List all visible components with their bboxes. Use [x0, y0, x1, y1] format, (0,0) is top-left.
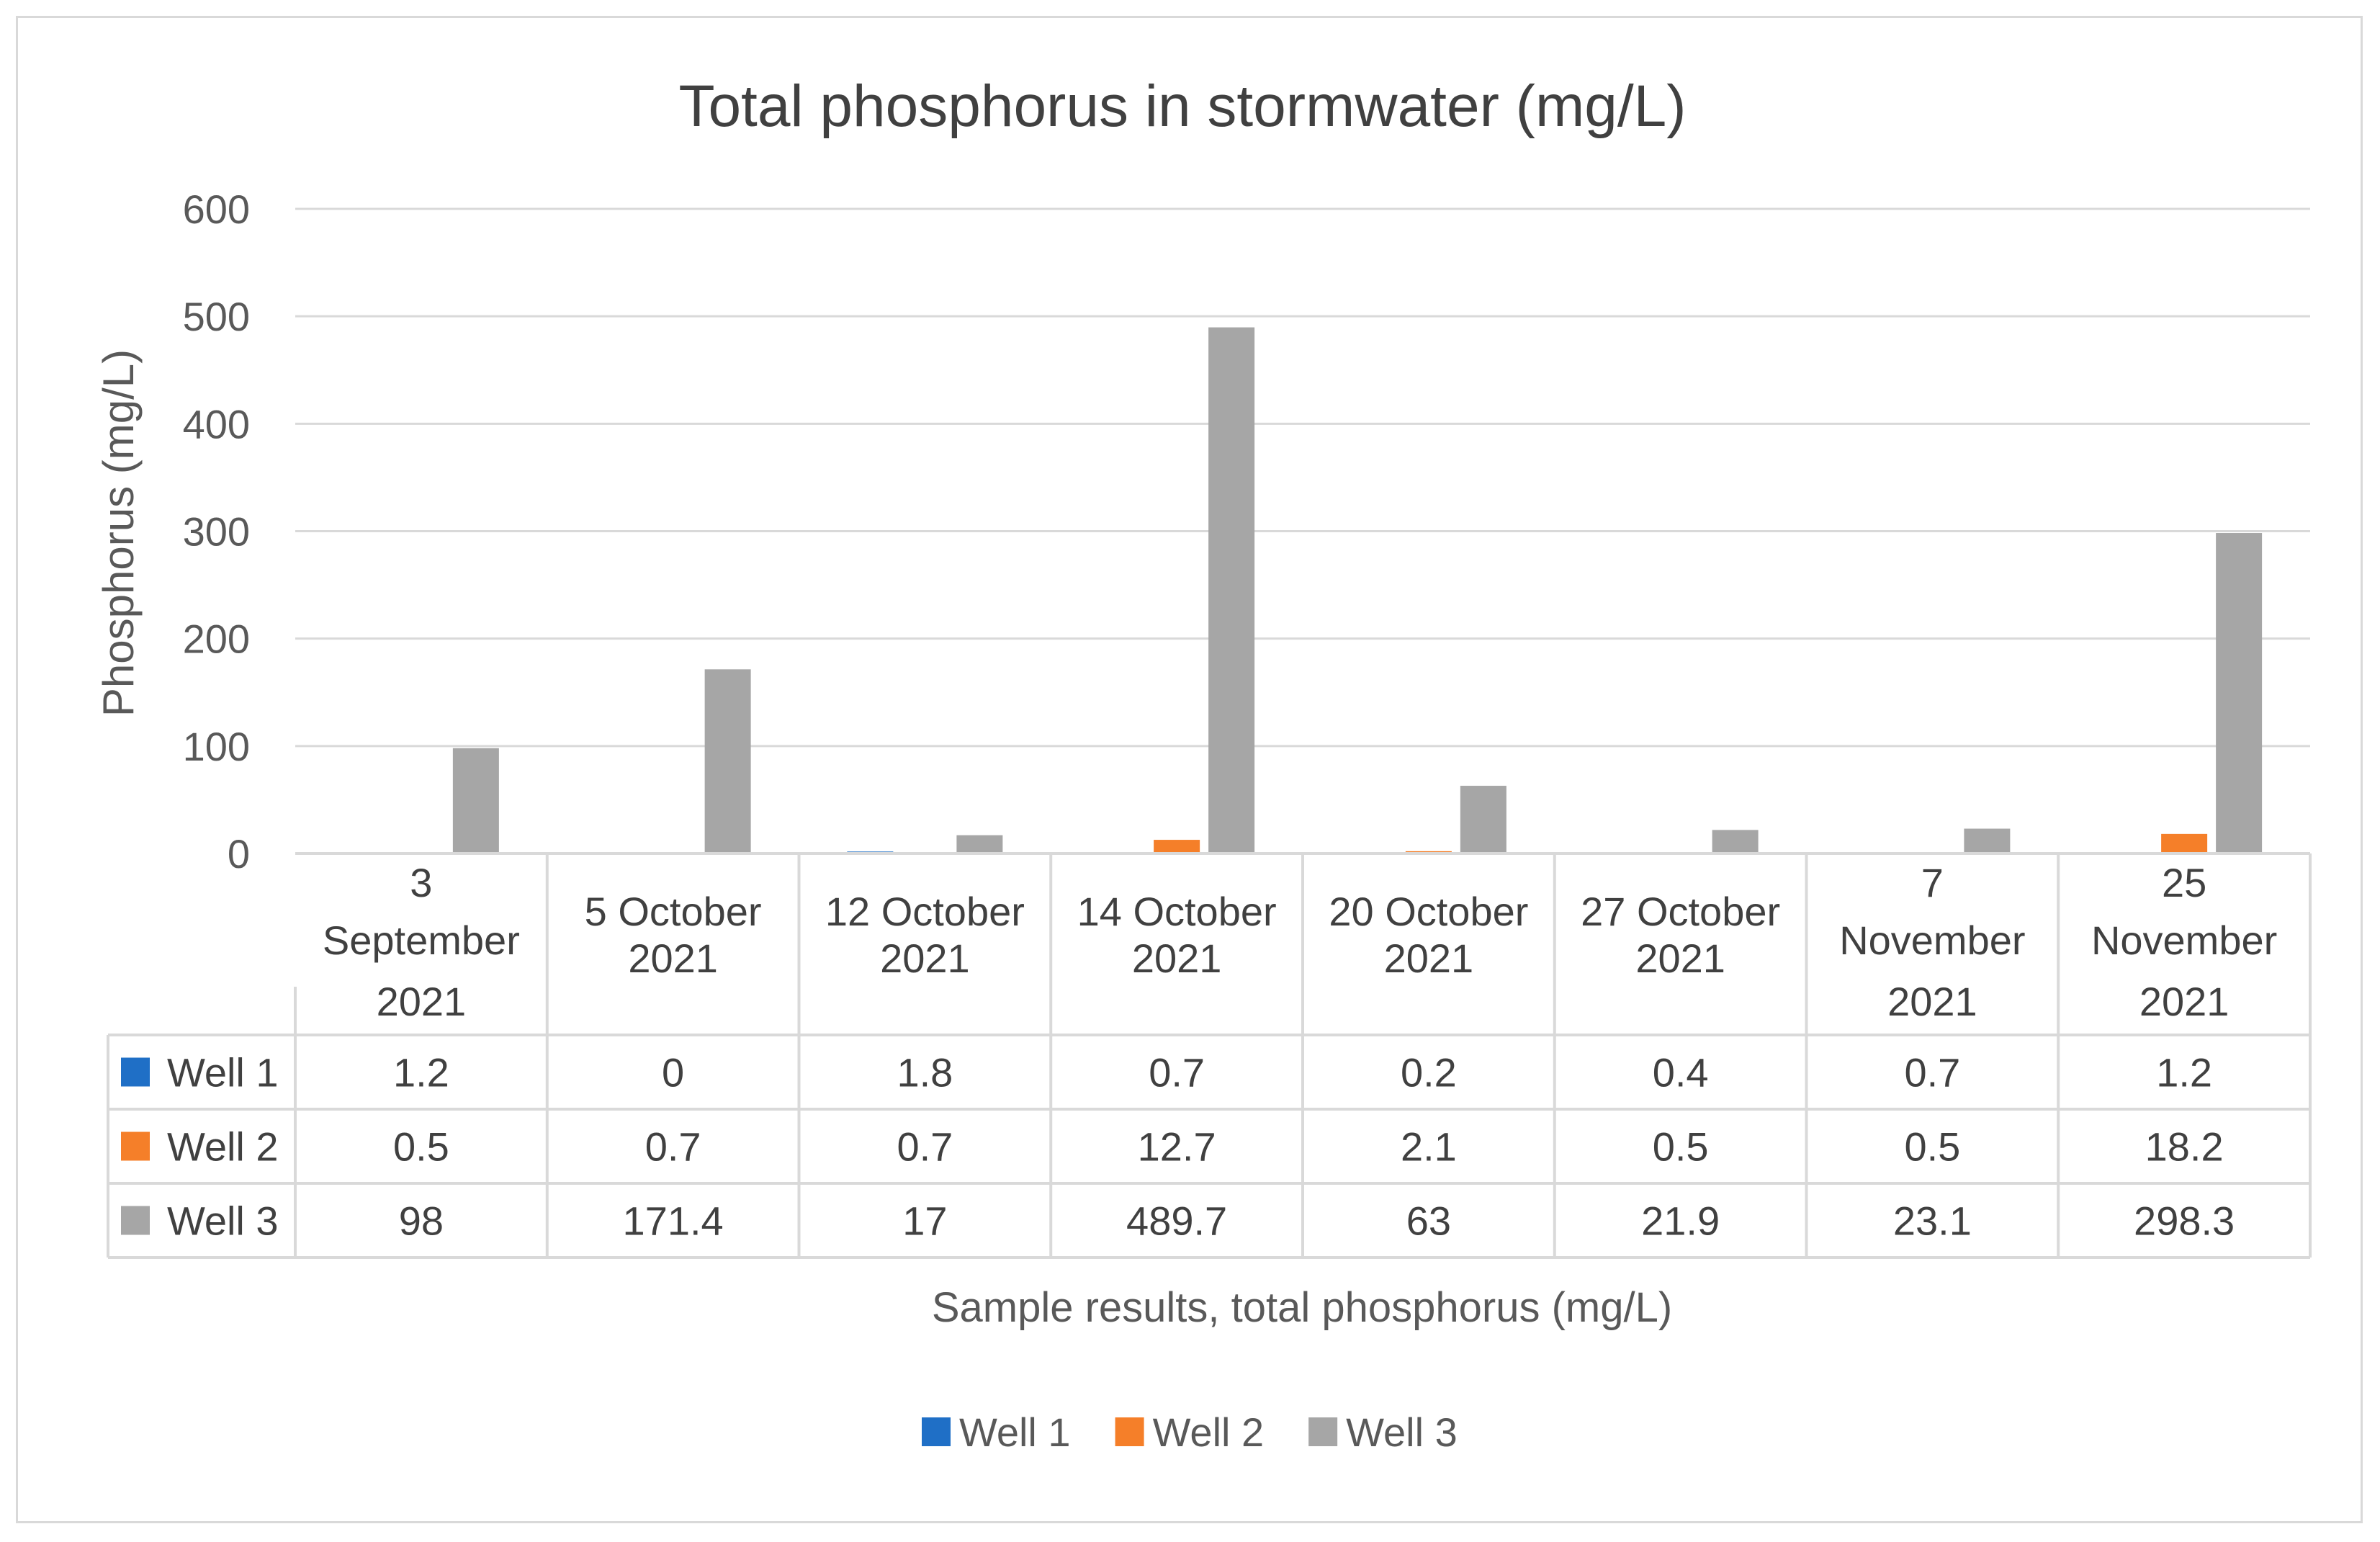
bar-well-3	[1964, 828, 2011, 853]
row-key-well-1	[121, 1057, 150, 1087]
table-cell-value: 1.8	[897, 1050, 953, 1095]
category-label: 3	[410, 860, 432, 905]
table-cell-value: 1.2	[2156, 1050, 2212, 1095]
table-cell-value: 17	[902, 1198, 947, 1244]
category-label: 2021	[1635, 936, 1725, 981]
bar-well-3	[2216, 533, 2263, 853]
table-cell-value: 0.4	[1653, 1050, 1709, 1095]
table-cell-value: 0.7	[897, 1124, 953, 1170]
legend-label: Well 3	[1346, 1409, 1458, 1455]
table-cell-value: 0.5	[393, 1124, 449, 1170]
table-cell-value: 1.2	[393, 1050, 449, 1095]
category-label: 20 October	[1329, 889, 1528, 934]
table-cell-value: 0.7	[645, 1124, 701, 1170]
bar-well-3	[1460, 786, 1506, 853]
category-label: 25	[2162, 860, 2206, 905]
category-label: 7	[1921, 860, 1944, 905]
table-cell-value: 18.2	[2145, 1124, 2224, 1170]
bar-well-3	[704, 669, 751, 853]
bar-well-3	[452, 748, 499, 853]
x-axis-label: Sample results, total phosphorus (mg/L)	[932, 1284, 1672, 1331]
table-cell-value: 0.7	[1149, 1050, 1205, 1095]
table-cell-value: 98	[399, 1198, 444, 1244]
chart-title: Total phosphorus in stormwater (mg/L)	[678, 73, 1686, 139]
category-label: November	[1839, 918, 2025, 963]
row-series-name: Well 2	[167, 1124, 279, 1170]
y-axis-ticks: 0 100 200 300 400 500 600	[183, 187, 250, 877]
bar-well-3	[956, 835, 1003, 853]
category-label: 2021	[628, 936, 718, 981]
table-cell-value: 23.1	[1893, 1198, 1972, 1244]
category-label: 2021	[1384, 936, 1474, 981]
category-label: 2021	[2139, 979, 2229, 1024]
row-key-well-3	[121, 1206, 150, 1235]
bar-well-2	[2161, 833, 2208, 853]
table-cell-value: 0.2	[1401, 1050, 1457, 1095]
y-axis-label: Phosphorus (mg/L)	[94, 349, 143, 717]
chart-frame	[16, 16, 2363, 1523]
category-label: 12 October	[825, 889, 1025, 934]
table-cell-value: 489.7	[1126, 1198, 1227, 1244]
table-cell-value: 63	[1406, 1198, 1451, 1244]
table-cell-value: 12.7	[1138, 1124, 1216, 1170]
category-label: September	[323, 918, 520, 963]
table-cell-value: 0.7	[1904, 1050, 1960, 1095]
y-tick-label: 100	[183, 724, 250, 769]
y-tick-label: 0	[228, 831, 250, 877]
legend-label: Well 1	[959, 1409, 1071, 1455]
legend-key-well-2	[1115, 1417, 1144, 1446]
table-cell-value: 298.3	[2134, 1198, 2235, 1244]
category-label: November	[2091, 918, 2277, 963]
y-tick-label: 400	[183, 401, 250, 447]
category-label: 27 October	[1581, 889, 1780, 934]
y-tick-label: 600	[183, 187, 250, 232]
legend: Well 1 Well 2 Well 3	[922, 1409, 1458, 1455]
table-cell-value: 0.5	[1653, 1124, 1709, 1170]
table-cell-value: 0	[662, 1050, 684, 1095]
gridlines	[295, 207, 2310, 855]
bar-well-2	[1154, 840, 1200, 853]
row-key-well-2	[121, 1131, 150, 1161]
category-label: 2021	[880, 936, 970, 981]
bar-well-3	[1208, 327, 1255, 853]
category-label: 2021	[1887, 979, 1977, 1024]
row-series-name: Well 3	[167, 1198, 279, 1244]
legend-key-well-1	[922, 1417, 951, 1446]
table-cell-value: 2.1	[1401, 1124, 1457, 1170]
y-tick-label: 200	[183, 617, 250, 662]
category-label: 2021	[1132, 936, 1222, 981]
category-label: 14 October	[1077, 889, 1277, 934]
bar-well-3	[1712, 830, 1759, 853]
table-cell-value: 0.5	[1904, 1124, 1960, 1170]
bar-series	[343, 327, 2263, 853]
table-cell-value: 21.9	[1641, 1198, 1720, 1244]
row-series-name: Well 1	[167, 1050, 279, 1095]
legend-key-well-3	[1308, 1417, 1338, 1446]
category-label: 2021	[377, 979, 467, 1024]
legend-label: Well 2	[1153, 1409, 1265, 1455]
table-cell-value: 171.4	[623, 1198, 724, 1244]
y-tick-label: 300	[183, 509, 250, 555]
category-label: 5 October	[585, 889, 762, 934]
y-tick-label: 500	[183, 294, 250, 339]
